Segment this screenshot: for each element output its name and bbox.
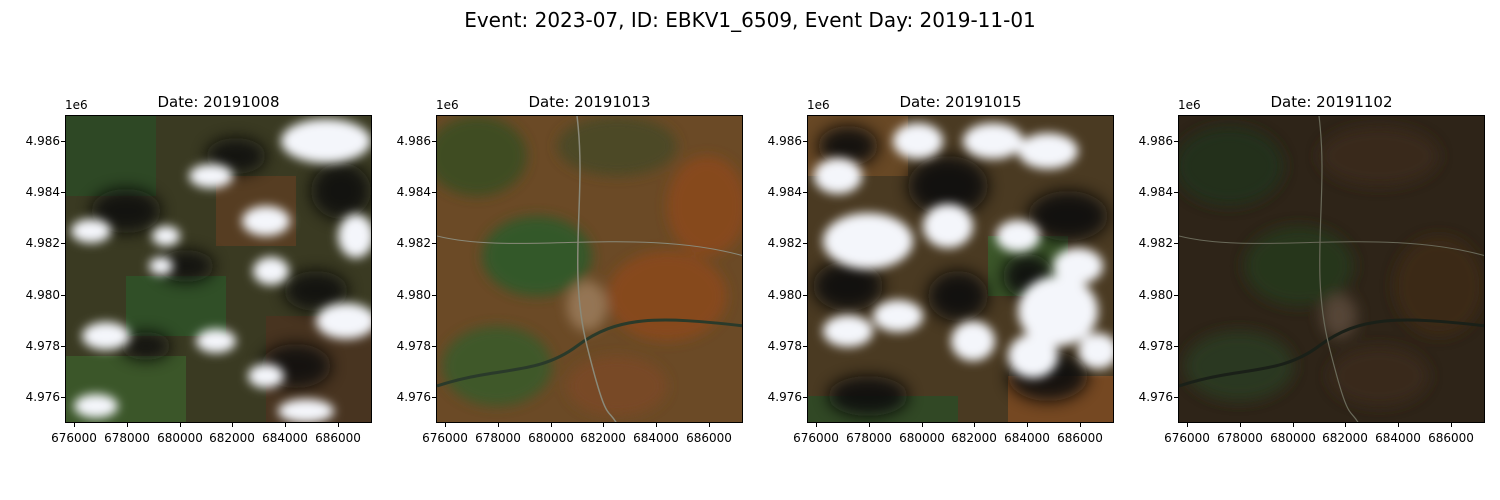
y-tick-label: 4.976 — [396, 390, 431, 404]
x-tick-label: 684000 — [262, 431, 308, 445]
y-tick-label: 4.978 — [396, 339, 431, 353]
y-tick-label: 4.978 — [1138, 339, 1173, 353]
y-tick-label: 4.978 — [767, 339, 802, 353]
y-tick-label: 4.976 — [1138, 390, 1173, 404]
x-tick-label: 676000 — [1164, 431, 1210, 445]
y-tick-label: 4.978 — [25, 339, 60, 353]
x-tick-label: 686000 — [315, 431, 361, 445]
x-tick-label: 684000 — [1375, 431, 1421, 445]
x-tick-label: 676000 — [422, 431, 468, 445]
x-tick-label: 678000 — [846, 431, 892, 445]
x-tick-label: 682000 — [951, 431, 997, 445]
axis-offset-label: 1e6 — [436, 98, 459, 112]
y-tick-label: 4.980 — [767, 288, 802, 302]
y-tick-label: 4.976 — [25, 390, 60, 404]
y-tick-label: 4.982 — [767, 236, 802, 250]
x-tick-label: 684000 — [1004, 431, 1050, 445]
satellite-image — [65, 115, 372, 423]
x-tick-label: 686000 — [686, 431, 732, 445]
panel-title: Date: 20191015 — [899, 93, 1022, 111]
y-tick-label: 4.980 — [25, 288, 60, 302]
panel-title: Date: 20191102 — [1270, 93, 1393, 111]
y-tick-label: 4.980 — [1138, 288, 1173, 302]
panel-title: Date: 20191013 — [528, 93, 651, 111]
panel-title: Date: 20191008 — [157, 93, 280, 111]
x-tick-label: 676000 — [793, 431, 839, 445]
x-tick-label: 686000 — [1057, 431, 1103, 445]
image-panel-2: Date: 20191013 1e6 4.986 4.984 4.982 — [371, 90, 743, 470]
y-tick-label: 4.984 — [767, 185, 802, 199]
axis-offset-label: 1e6 — [807, 98, 830, 112]
y-tick-label: 4.984 — [1138, 185, 1173, 199]
x-tick-label: 680000 — [1270, 431, 1316, 445]
y-tick-label: 4.982 — [396, 236, 431, 250]
x-tick-label: 682000 — [1322, 431, 1368, 445]
y-tick-label: 4.976 — [767, 390, 802, 404]
x-tick-label: 684000 — [633, 431, 679, 445]
axis-offset-label: 1e6 — [1178, 98, 1201, 112]
axis-offset-label: 1e6 — [65, 98, 88, 112]
y-tick-label: 4.986 — [25, 134, 60, 148]
y-tick-label: 4.980 — [396, 288, 431, 302]
image-panel-1: Date: 20191008 1e6 — [0, 90, 372, 470]
y-tick-label: 4.984 — [25, 185, 60, 199]
x-tick-label: 680000 — [157, 431, 203, 445]
y-tick-label: 4.986 — [767, 134, 802, 148]
x-tick-label: 678000 — [104, 431, 150, 445]
x-tick-label: 676000 — [51, 431, 97, 445]
x-tick-label: 680000 — [899, 431, 945, 445]
y-tick-label: 4.986 — [396, 134, 431, 148]
x-tick-label: 686000 — [1428, 431, 1474, 445]
y-tick-label: 4.982 — [25, 236, 60, 250]
y-tick-label: 4.984 — [396, 185, 431, 199]
x-tick-label: 678000 — [475, 431, 521, 445]
x-tick-label: 682000 — [580, 431, 626, 445]
image-panel-4: Date: 20191102 1e6 4.986 4.984 4.982 4.9… — [1113, 90, 1485, 470]
x-tick-label: 678000 — [1217, 431, 1263, 445]
x-tick-label: 680000 — [528, 431, 574, 445]
x-tick-label: 682000 — [209, 431, 255, 445]
satellite-image — [1178, 115, 1485, 423]
satellite-image — [807, 115, 1114, 423]
y-tick-label: 4.986 — [1138, 134, 1173, 148]
satellite-image — [436, 115, 743, 423]
image-panel-3: Date: 20191015 1e6 — [742, 90, 1114, 470]
y-tick-label: 4.982 — [1138, 236, 1173, 250]
suptitle: Event: 2023-07, ID: EBKV1_6509, Event Da… — [464, 8, 1036, 32]
